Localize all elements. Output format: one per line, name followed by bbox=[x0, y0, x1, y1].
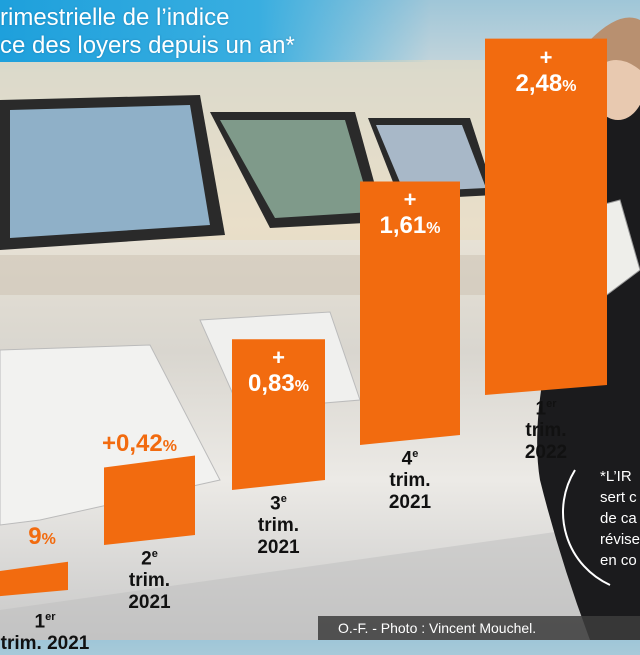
quarter-text: trim. 2021 bbox=[0, 633, 90, 655]
footnote-line: en co bbox=[600, 552, 637, 569]
title-band bbox=[0, 0, 430, 62]
quarter-number: 1 bbox=[34, 611, 46, 633]
value-unit: % bbox=[294, 378, 309, 396]
value-number: 0,83 bbox=[248, 370, 295, 398]
data-label: +1,61% bbox=[360, 187, 460, 242]
data-label: +0,42% bbox=[64, 431, 215, 460]
photo-credit: O.-F. - Photo : Vincent Mouchel. bbox=[318, 616, 640, 640]
bar-1 bbox=[0, 561, 68, 597]
footnote: *L’IR sert c de ca révise en co bbox=[600, 466, 640, 571]
year-text: 2021 bbox=[388, 492, 432, 514]
category-label: 4e trim. 2021 bbox=[360, 443, 460, 514]
quarter-number: 4 bbox=[401, 448, 413, 470]
ordinal-suffix: e bbox=[151, 548, 158, 560]
quarter-text: trim. bbox=[525, 420, 567, 442]
ordinal-suffix: er bbox=[546, 398, 557, 410]
value-unit: % bbox=[426, 220, 441, 238]
quarter-text: trim. bbox=[128, 570, 171, 592]
value-number: 2,48 bbox=[515, 69, 563, 97]
bar-3 bbox=[232, 339, 325, 490]
category-label: 3e trim. 2021 bbox=[229, 488, 329, 559]
quarter-number: 1 bbox=[535, 398, 547, 420]
value-number: 1,61 bbox=[379, 212, 427, 240]
footnote-line: *L’IR bbox=[600, 468, 632, 485]
bar-chart bbox=[0, 38, 607, 597]
value-unit: % bbox=[41, 530, 56, 548]
year-text: 2021 bbox=[128, 592, 171, 614]
category-label: 2e trim. 2021 bbox=[100, 543, 200, 614]
footnote-line: révise bbox=[600, 531, 640, 548]
year-text: 2021 bbox=[257, 537, 300, 559]
value-number: +0,42 bbox=[102, 430, 163, 458]
chart-title: rimestrielle de l’indice ce des loyers d… bbox=[0, 4, 295, 60]
quarter-number: 3 bbox=[270, 493, 281, 515]
ordinal-suffix: e bbox=[412, 448, 419, 460]
quarter-text: trim. bbox=[257, 515, 300, 537]
title-line-1: rimestrielle de l’indice bbox=[0, 4, 230, 31]
category-label: 1er trim. 2021 bbox=[0, 606, 110, 655]
plus-sign: + bbox=[539, 44, 553, 70]
value-number: 9 bbox=[28, 522, 42, 550]
data-label: 9% bbox=[0, 522, 86, 553]
value-unit: % bbox=[162, 438, 177, 456]
bar-5 bbox=[485, 38, 607, 395]
plus-sign: + bbox=[403, 187, 417, 213]
bar-2 bbox=[104, 455, 195, 545]
footnote-line: de ca bbox=[600, 510, 637, 527]
value-unit: % bbox=[562, 77, 577, 95]
ordinal-suffix: er bbox=[45, 611, 56, 623]
data-label: +2,48% bbox=[485, 45, 607, 100]
quarter-number: 2 bbox=[141, 548, 152, 570]
plus-sign: + bbox=[272, 345, 285, 371]
quarter-text: trim. bbox=[389, 470, 431, 492]
title-line-2: ce des loyers depuis un an* bbox=[0, 32, 295, 59]
category-label: 1er trim. 2022 bbox=[496, 393, 596, 464]
ordinal-suffix: e bbox=[280, 493, 287, 505]
footnote-line: sert c bbox=[600, 489, 637, 506]
data-label: +0,83% bbox=[232, 345, 325, 400]
year-text: 2022 bbox=[524, 442, 568, 464]
bar-4 bbox=[360, 181, 460, 445]
